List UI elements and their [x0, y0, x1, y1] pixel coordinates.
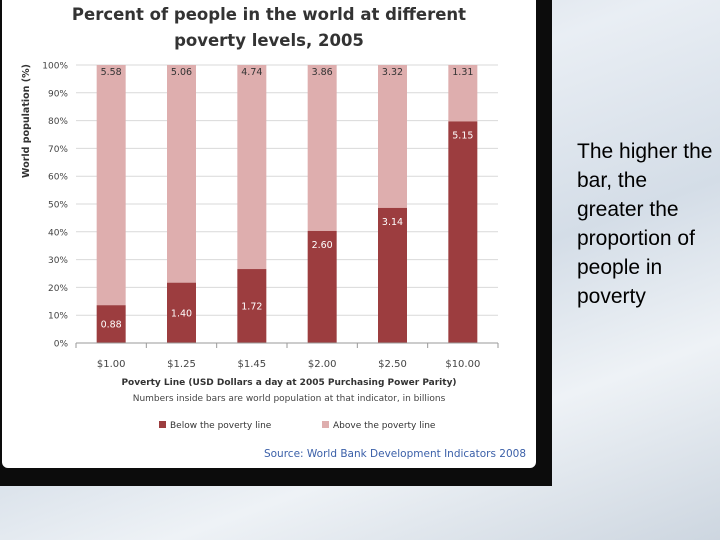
bar-label-above: 5.06	[171, 67, 192, 78]
chart-source: Source: World Bank Development Indicator…	[264, 448, 526, 460]
bar-below-poverty	[378, 207, 407, 343]
y-tick-label: 70%	[48, 145, 68, 155]
chart-title-line2: poverty levels, 2005	[174, 31, 364, 50]
bar-label-below: 1.72	[241, 302, 262, 313]
bar-below-poverty	[167, 282, 196, 343]
bar-label-above: 3.32	[382, 67, 403, 78]
y-tick-label: 30%	[48, 256, 68, 266]
bar-above-poverty	[96, 65, 126, 306]
bar-label-below: 1.40	[171, 308, 192, 319]
legend-swatch-above	[322, 421, 329, 428]
bar-below-poverty	[237, 269, 267, 343]
x-tick-label: $1.25	[167, 359, 196, 370]
y-tick-label: 90%	[48, 89, 68, 99]
y-tick-label: 50%	[48, 201, 68, 211]
bar-label-above: 1.31	[452, 67, 473, 78]
y-tick-label: 100%	[42, 62, 68, 72]
x-tick-label: $2.00	[308, 359, 337, 370]
y-tick-label: 80%	[48, 117, 68, 127]
chart-title-line1: Percent of people in the world at differ…	[72, 5, 466, 24]
bar-label-below: 0.88	[101, 320, 122, 331]
y-axis-label: World population (%)	[21, 64, 32, 178]
y-tick-label: 20%	[48, 284, 68, 294]
chart-note: Numbers inside bars are world population…	[133, 394, 446, 404]
bar-above-poverty	[167, 65, 196, 283]
legend-swatch-below	[159, 421, 166, 428]
bar-above-poverty	[307, 65, 337, 231]
legend-label-above: Above the poverty line	[333, 421, 436, 431]
bar-label-above: 4.74	[241, 67, 262, 78]
bar-below-poverty	[448, 121, 478, 344]
bar-below-poverty	[307, 230, 337, 343]
x-tick-label: $2.50	[378, 359, 407, 370]
x-tick-label: $1.45	[238, 359, 267, 370]
x-axis-label: Poverty Line (USD Dollars a day at 2005 …	[121, 378, 456, 388]
bar-label-above: 5.58	[101, 67, 122, 78]
slide-caption: The higher the bar, the greater the prop…	[577, 140, 713, 308]
x-tick-label: $1.00	[97, 359, 126, 370]
legend: Below the poverty line Above the poverty…	[159, 421, 436, 431]
y-tick-label: 0%	[54, 340, 69, 350]
bar-label-below: 3.14	[382, 217, 403, 228]
chart-card: Percent of people in the world at differ…	[2, 0, 536, 468]
y-tick-label: 40%	[48, 228, 68, 238]
bar-above-poverty	[378, 65, 407, 208]
bar-above-poverty	[448, 65, 478, 122]
bar-above-poverty	[237, 65, 267, 270]
x-tick-label: $10.00	[445, 359, 480, 370]
y-tick-label: 10%	[48, 312, 68, 322]
bar-label-above: 3.86	[312, 67, 333, 78]
legend-label-below: Below the poverty line	[170, 421, 272, 431]
bar-below-poverty	[96, 305, 126, 343]
stacked-bar-chart: Percent of people in the world at differ…	[21, 5, 526, 460]
y-tick-label: 60%	[48, 173, 68, 183]
bar-label-below: 5.15	[452, 130, 473, 141]
bar-label-below: 2.60	[312, 240, 333, 251]
slide-image-frame: Percent of people in the world at differ…	[0, 0, 552, 486]
